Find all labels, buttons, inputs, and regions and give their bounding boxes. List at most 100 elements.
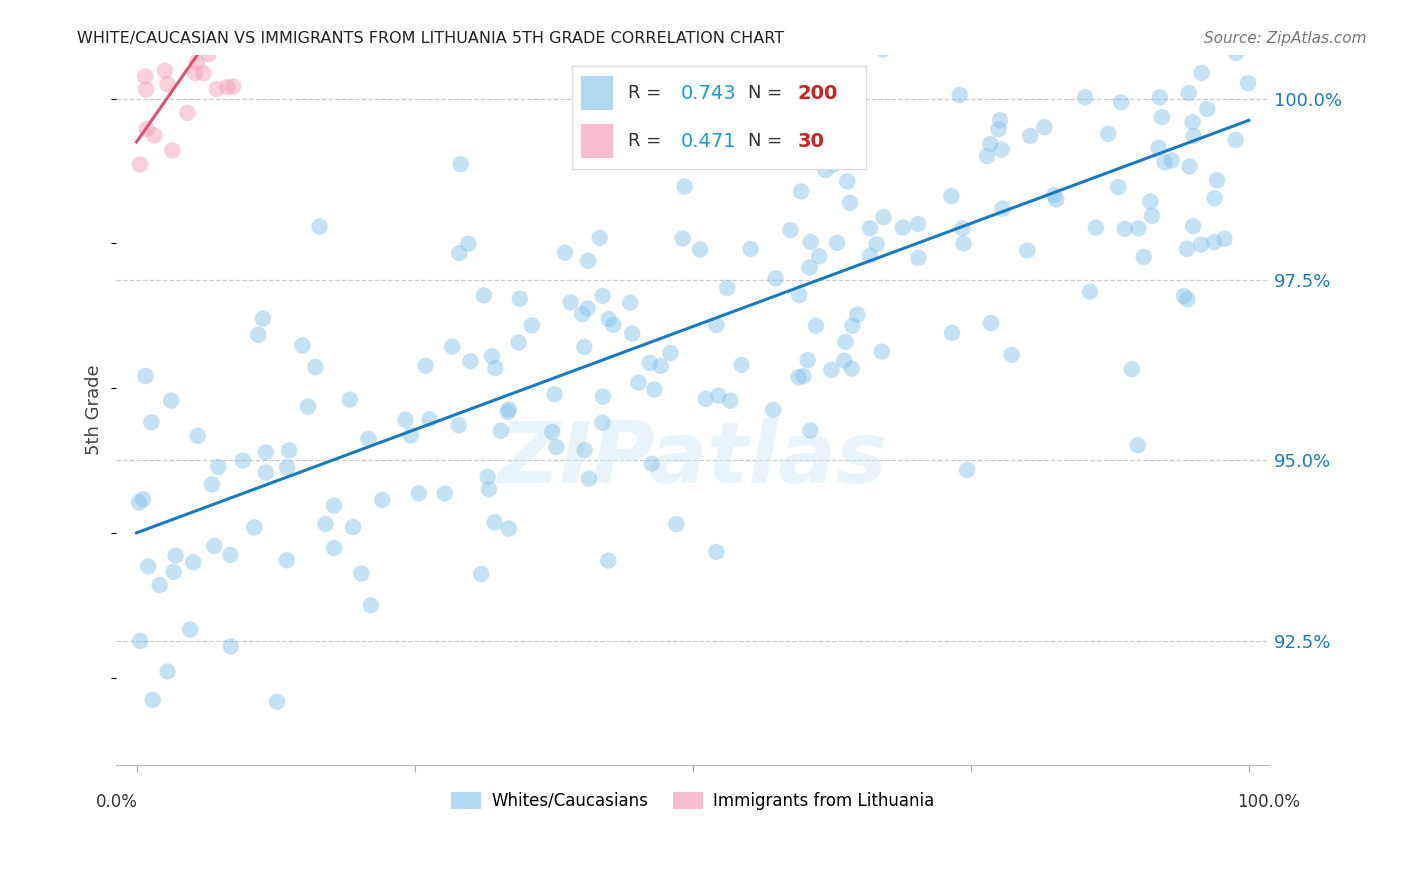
- Point: [787, 370, 810, 384]
- Point: [449, 246, 471, 260]
- Point: [592, 416, 614, 430]
- Point: [546, 440, 568, 454]
- Point: [339, 392, 361, 407]
- Point: [1149, 90, 1171, 104]
- Point: [740, 242, 762, 256]
- Point: [481, 349, 503, 363]
- Point: [1204, 191, 1226, 205]
- Point: [350, 566, 373, 581]
- Point: [418, 412, 440, 426]
- Legend: Whites/Caucasians, Immigrants from Lithuania: Whites/Caucasians, Immigrants from Lithu…: [444, 785, 941, 816]
- Point: [828, 146, 851, 161]
- Point: [576, 253, 599, 268]
- Point: [571, 307, 593, 321]
- Point: [484, 361, 506, 376]
- Point: [207, 459, 229, 474]
- Point: [1197, 102, 1219, 116]
- Point: [804, 318, 827, 333]
- Point: [142, 693, 165, 707]
- Point: [163, 16, 186, 30]
- Point: [135, 82, 157, 96]
- Point: [990, 143, 1012, 157]
- Point: [371, 492, 394, 507]
- Point: [509, 292, 531, 306]
- Point: [179, 623, 201, 637]
- Point: [1232, 13, 1254, 28]
- Point: [841, 361, 863, 376]
- Point: [834, 334, 856, 349]
- Point: [823, 157, 845, 171]
- Point: [134, 369, 156, 384]
- Point: [891, 220, 914, 235]
- Point: [360, 599, 382, 613]
- Point: [254, 445, 277, 459]
- Point: [592, 390, 614, 404]
- Point: [1084, 220, 1107, 235]
- Point: [1001, 348, 1024, 362]
- Point: [839, 195, 862, 210]
- Point: [790, 185, 813, 199]
- Point: [1150, 110, 1173, 124]
- Point: [1178, 160, 1201, 174]
- Point: [160, 393, 183, 408]
- Point: [496, 405, 519, 419]
- Point: [1175, 292, 1198, 306]
- Point: [641, 457, 664, 471]
- Point: [1182, 219, 1205, 233]
- Point: [472, 288, 495, 302]
- Point: [1191, 66, 1213, 80]
- Point: [217, 79, 239, 94]
- Point: [673, 179, 696, 194]
- Point: [765, 271, 787, 285]
- Point: [941, 189, 963, 203]
- Point: [859, 249, 882, 263]
- Point: [1074, 90, 1097, 104]
- Point: [1132, 250, 1154, 264]
- Point: [589, 231, 612, 245]
- Point: [988, 113, 1011, 128]
- Point: [143, 128, 166, 143]
- Point: [543, 387, 565, 401]
- Point: [704, 545, 727, 559]
- Point: [1128, 221, 1150, 235]
- Point: [141, 415, 163, 429]
- Point: [498, 402, 520, 417]
- Text: WHITE/CAUCASIAN VS IMMIGRANTS FROM LITHUANIA 5TH GRADE CORRELATION CHART: WHITE/CAUCASIAN VS IMMIGRANTS FROM LITHU…: [77, 31, 785, 46]
- Point: [460, 354, 482, 368]
- Point: [176, 105, 198, 120]
- Point: [1043, 188, 1066, 202]
- Point: [1178, 86, 1201, 100]
- Point: [1139, 194, 1161, 209]
- Point: [1114, 222, 1136, 236]
- Point: [689, 243, 711, 257]
- Point: [956, 463, 979, 477]
- Text: ZIPatlas: ZIPatlas: [498, 418, 887, 501]
- Point: [707, 388, 730, 402]
- Point: [846, 308, 869, 322]
- Text: 0.0%: 0.0%: [96, 793, 138, 811]
- Point: [1033, 120, 1056, 134]
- Point: [247, 327, 270, 342]
- Point: [839, 113, 862, 128]
- Point: [186, 55, 208, 70]
- Point: [222, 79, 245, 94]
- Point: [1173, 289, 1195, 303]
- Point: [484, 516, 506, 530]
- Point: [399, 428, 422, 442]
- Point: [949, 88, 972, 103]
- Point: [181, 555, 204, 569]
- Point: [619, 295, 641, 310]
- Point: [872, 43, 894, 57]
- Point: [574, 443, 596, 458]
- Point: [541, 425, 564, 439]
- Point: [134, 70, 156, 84]
- Point: [297, 400, 319, 414]
- Point: [188, 37, 211, 51]
- Point: [278, 443, 301, 458]
- Point: [149, 578, 172, 592]
- Point: [907, 251, 929, 265]
- Point: [950, 221, 973, 235]
- Point: [837, 174, 859, 188]
- Point: [1225, 133, 1247, 147]
- Point: [1175, 242, 1198, 256]
